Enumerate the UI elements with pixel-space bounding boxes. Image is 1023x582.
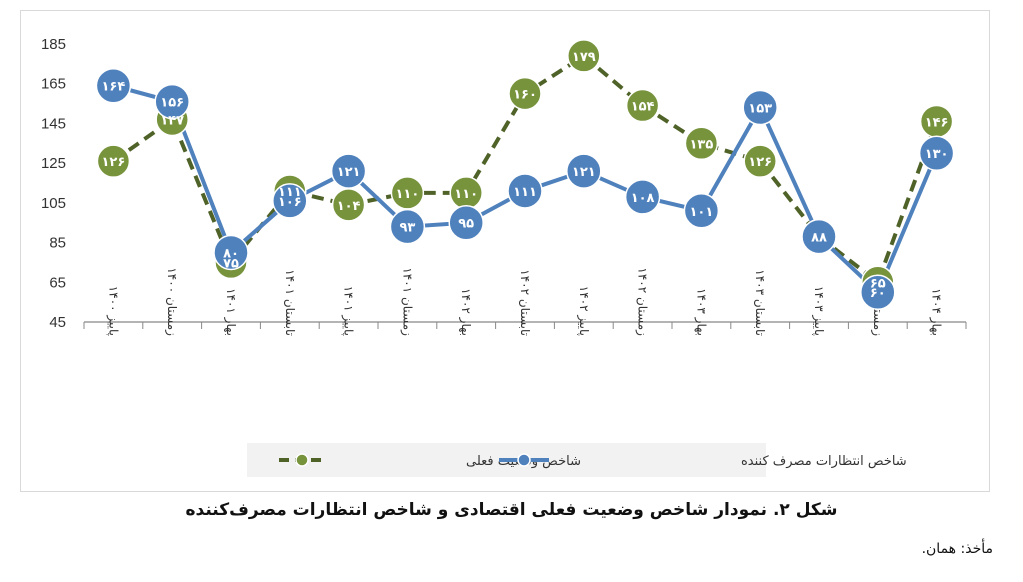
- y-tick-label: 185: [41, 36, 66, 53]
- data-label-current-conditions: ۱۰۴: [337, 199, 361, 214]
- data-point-consumer-expectations: [154, 83, 190, 120]
- data-label-current-conditions: ۱۴۶: [925, 115, 949, 130]
- data-label-current-conditions: ۱۲۶: [748, 155, 772, 170]
- data-point-consumer-expectations: [683, 193, 720, 229]
- data-point-consumer-expectations: [566, 153, 602, 189]
- legend-blue-marker: [517, 453, 531, 467]
- data-label-consumer-expectations: ۱۳۰: [925, 147, 949, 162]
- data-point-consumer-expectations: [95, 67, 132, 104]
- data-label-consumer-expectations: ۱۰۱: [689, 205, 713, 220]
- x-tick-label: زمستان ۱۴۰۰: [164, 267, 179, 336]
- chart-frame: 45 65 85 105 125 145 165 185 پاییز ۱۴۰۰ زمستان ۱۴…: [20, 10, 990, 492]
- x-tick-label: بهار ۱۴۰۴: [929, 288, 944, 336]
- x-tick-label: پاییز ۱۴۰۲: [576, 286, 591, 336]
- x-tick-label: تابستان ۱۴۰۱: [283, 269, 297, 336]
- data-point-current-conditions: [743, 144, 777, 178]
- data-label-consumer-expectations: ۱۵۳: [748, 102, 772, 117]
- data-point-consumer-expectations: [272, 183, 308, 219]
- y-tick-label: 105: [41, 195, 66, 212]
- data-label-current-conditions: ۱۶۰: [513, 88, 537, 103]
- figure-caption: شکل ۲. نمودار شاخص وضعیت فعلی اقتصادی و …: [185, 500, 838, 520]
- y-tick-label: 125: [41, 155, 66, 172]
- y-tick-label: 65: [49, 274, 66, 291]
- data-label-consumer-expectations: ۹۳: [399, 221, 415, 236]
- x-tick-label: پاییز ۱۴۰۰: [105, 286, 120, 336]
- data-label-current-conditions: ۱۲۶: [101, 155, 125, 170]
- data-label-consumer-expectations: ۱۱۱: [513, 185, 537, 200]
- data-label-consumer-expectations: ۹۵: [458, 217, 474, 232]
- data-label-current-conditions: ۱۵۴: [631, 100, 655, 115]
- data-point-current-conditions: [508, 76, 542, 111]
- x-tick-label: تابستان ۱۴۰۳: [753, 269, 767, 336]
- data-point-current-conditions: [567, 39, 601, 73]
- data-point-consumer-expectations: [330, 153, 367, 189]
- x-tick-label: پاییز ۱۴۰۱: [341, 286, 356, 336]
- data-label-consumer-expectations: ۱۰۸: [631, 191, 655, 206]
- data-label-current-conditions: ۱۳۵: [689, 137, 713, 152]
- data-point-current-conditions: [625, 88, 660, 123]
- y-tick-label: 45: [49, 314, 66, 331]
- data-point-current-conditions: [331, 188, 366, 222]
- x-tick-label: تابستان ۱۴۰۲: [518, 269, 532, 336]
- x-tick-label: بهار ۱۴۰۱: [223, 288, 238, 336]
- data-label-consumer-expectations: ۱۲۱: [572, 165, 596, 180]
- x-tick-label: بهار ۱۴۰۲: [458, 288, 473, 336]
- data-point-consumer-expectations: [801, 218, 837, 255]
- data-point-consumer-expectations: [742, 89, 778, 126]
- data-label-consumer-expectations: ۱۰۶: [278, 195, 302, 210]
- data-point-current-conditions: [684, 126, 719, 161]
- x-tick-label: زمستان ۱۴۰۲: [635, 267, 650, 336]
- data-point-consumer-expectations: [389, 208, 426, 245]
- data-label-consumer-expectations: ۱۲۱: [337, 165, 361, 180]
- axes: 45 65 85 105 125 145 165 185 پاییز ۱۴۰۰ زمستان ۱۴…: [41, 36, 967, 336]
- data-point-consumer-expectations: [213, 234, 249, 271]
- legend-blue-label: شاخص انتظارات مصرف کننده: [741, 454, 907, 469]
- x-tick-label: زمستان ۱۴۰۱: [399, 267, 414, 336]
- data-label-consumer-expectations: ۱۵۶: [160, 96, 184, 111]
- data-point-consumer-expectations: [624, 179, 661, 215]
- data-label-current-conditions: ۱۴۷: [160, 113, 184, 128]
- data-label-current-conditions: ۱۱۰: [454, 187, 478, 202]
- line-chart: 45 65 85 105 125 145 165 185 پاییز ۱۴۰۰ زمستان ۱۴…: [41, 36, 967, 477]
- data-label-consumer-expectations: ۸۸: [811, 231, 827, 246]
- y-tick-label: 165: [41, 76, 66, 93]
- data-label-consumer-expectations: ۸۰: [223, 247, 239, 262]
- data-label-current-conditions: ۷۵: [223, 256, 239, 271]
- data-label-current-conditions: ۱۱۱: [278, 185, 302, 200]
- x-tick-label: پاییز ۱۴۰۳: [811, 286, 826, 336]
- data-label-consumer-expectations: ۱۶۴: [101, 80, 125, 95]
- data-label-current-conditions: ۶۵: [870, 276, 886, 291]
- series-layer: ۱۲۶ ۱۴۷ ۷۵ ۱۱۱ ۱۰۴ ۱۱۰ ۱۱۰ ۱۶۰ ۱۷۹ ۱۵۴ ۱۳۵ ۱۲۶ ۶۵ ۱۴۶…: [95, 39, 955, 310]
- legend-green-marker: [295, 453, 309, 467]
- source-note: مأخذ: همان.: [921, 541, 993, 557]
- legend: شاخص وضعیت فعلی شاخص انتظارات مصرف کننده: [247, 443, 907, 477]
- y-tick-label: 85: [49, 235, 66, 252]
- data-point-consumer-expectations: [507, 173, 543, 209]
- data-label-current-conditions: ۱۷۹: [572, 50, 596, 65]
- data-label-current-conditions: ۱۱۰: [395, 187, 419, 202]
- x-tick-label: بهار ۱۴۰۳: [693, 288, 708, 336]
- y-tick-label: 145: [41, 115, 66, 132]
- data-point-consumer-expectations: [918, 135, 955, 171]
- data-point-consumer-expectations: [860, 274, 896, 310]
- data-point-current-conditions: [390, 176, 425, 210]
- data-label-consumer-expectations: ۶۰: [870, 286, 886, 301]
- data-point-current-conditions: [96, 144, 131, 178]
- data-point-consumer-expectations: [448, 204, 484, 241]
